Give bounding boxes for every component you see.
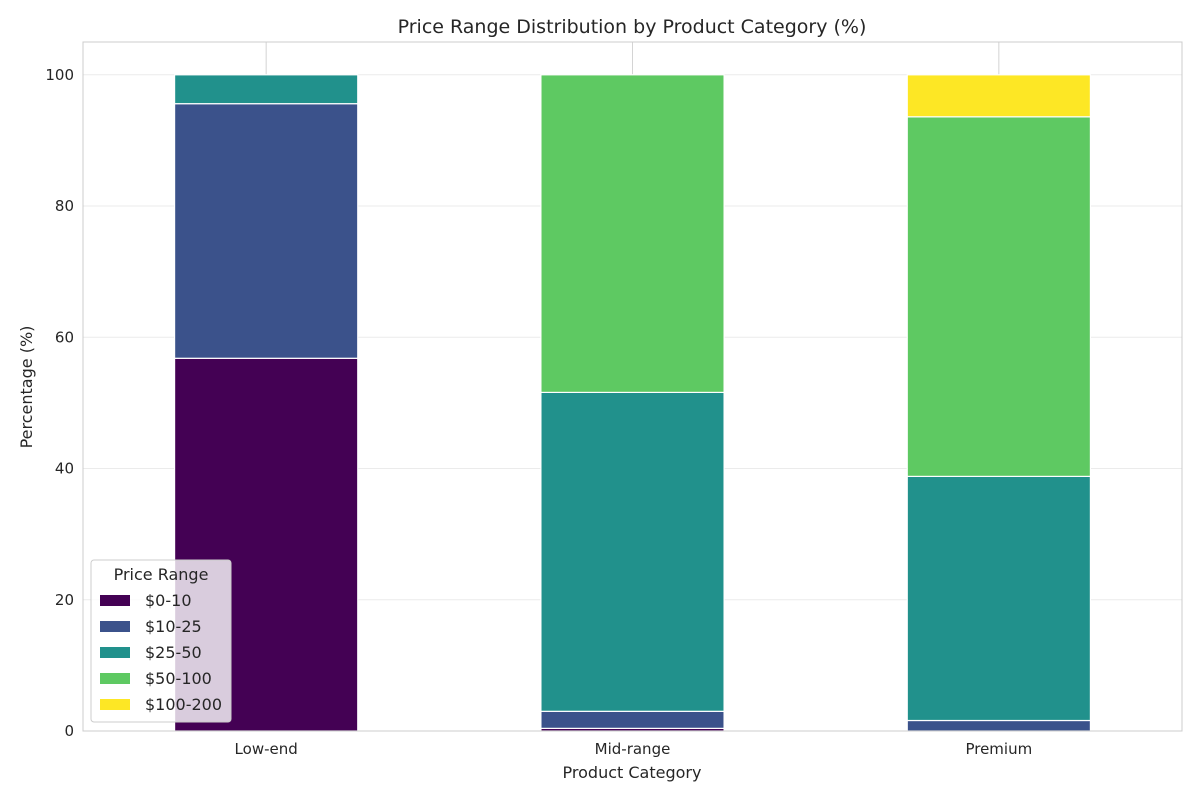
x-axis-label: Product Category [563,763,702,782]
x-tick-label-low-end: Low-end [235,740,298,758]
plot-frame [82,41,1183,732]
legend-label-25-50: $25-50 [145,643,202,662]
x-tick-label-mid-range: Mid-range [595,740,671,758]
bar-segment-premium-100-200 [906,74,1092,118]
chart-title: Price Range Distribution by Product Cate… [398,16,867,38]
bar-segment-premium-25-50 [906,475,1092,722]
legend-label-10-25: $10-25 [145,617,202,636]
legend: Price Range $0-10 $10-25 $25-50 $50-100 $100… [90,559,232,723]
bar-segment-mid-range-50-100 [540,74,725,394]
bar-segment-low-end-10-25 [173,103,359,359]
y-tick-label: 60 [55,328,74,346]
legend-entries: $0-10 $10-25 $25-50 $50-100 $100-200 [100,591,222,714]
x-tick-label-premium: Premium [965,740,1032,758]
legend-swatch-100-200 [100,699,130,710]
bar-segment-mid-range-25-50 [540,391,725,712]
y-axis-label: Percentage (%) [17,326,36,449]
legend-swatch-50-100 [100,673,130,684]
y-tick-label: 100 [45,66,74,84]
legend-title: Price Range [114,565,209,584]
legend-swatch-25-50 [100,647,130,658]
y-tick-label: 80 [55,197,74,215]
bar-segment-premium-10-25 [906,719,1092,732]
legend-label-50-100: $50-100 [145,669,212,688]
bar-segment-premium-50-100 [906,116,1092,477]
legend-label-0-10: $0-10 [145,591,192,610]
bars-layer [173,74,1092,732]
y-tick-label: 0 [64,722,74,740]
legend-label-100-200: $100-200 [145,695,222,714]
legend-swatch-0-10 [100,595,130,606]
y-tick-label: 20 [55,591,74,609]
legend-swatch-10-25 [100,621,130,632]
y-tick-label: 40 [55,460,74,478]
bar-segment-mid-range-10-25 [540,710,725,729]
bar-segment-low-end-25-50 [173,74,359,105]
ticks-layer: 0 20 40 60 80 100 Low-end Mid-range Premium [45,66,1032,758]
